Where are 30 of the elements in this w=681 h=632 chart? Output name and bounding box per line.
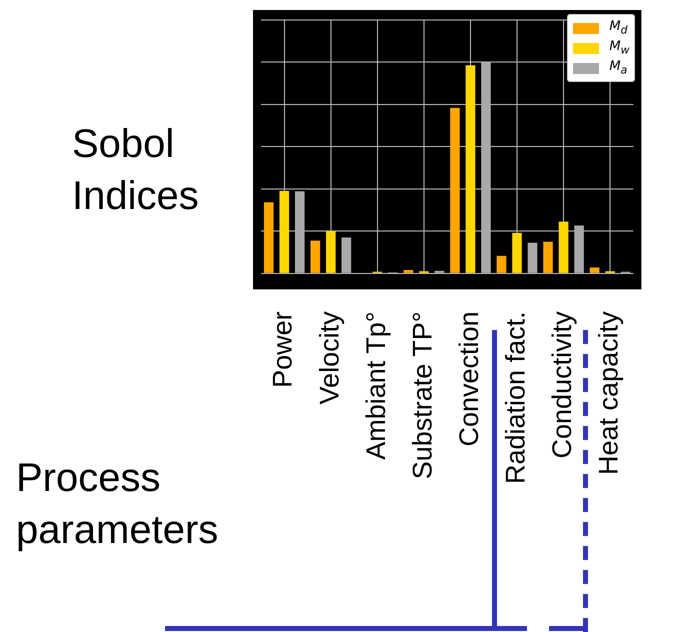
bar [496,256,506,273]
bar [558,222,568,273]
legend-label: M$_{a}$ [609,59,628,77]
y-axis-title: Sobol Indices [72,121,200,220]
bar [264,202,274,273]
bar [466,65,476,273]
x-tick-label: Substrate TP° [407,311,438,480]
bar [326,231,336,273]
x-axis-title: Process parameters [16,455,220,554]
legend-label: M$_{d}$ [609,19,628,37]
bar [528,242,538,273]
bar [512,232,522,273]
bar [342,238,352,273]
bar [574,225,584,273]
legend-label: M$_{w}$ [609,39,630,57]
bar [450,108,460,273]
bar [404,270,414,273]
bar [294,191,305,273]
bar [279,190,290,273]
bar [481,62,491,273]
bar [590,267,600,273]
x-tick-label: Heat capacity [594,310,624,475]
bar [543,242,553,273]
x-tick-label: Radiation fact. [500,311,530,484]
x-tick-label: Conductivity [547,310,578,458]
x-tick-label: Velocity [314,310,344,404]
x-tick-label: Convection [454,311,484,446]
x-tick-label: Ambiant Tp° [360,311,391,460]
x-tick-label: Power [268,311,298,388]
bar [310,240,320,273]
